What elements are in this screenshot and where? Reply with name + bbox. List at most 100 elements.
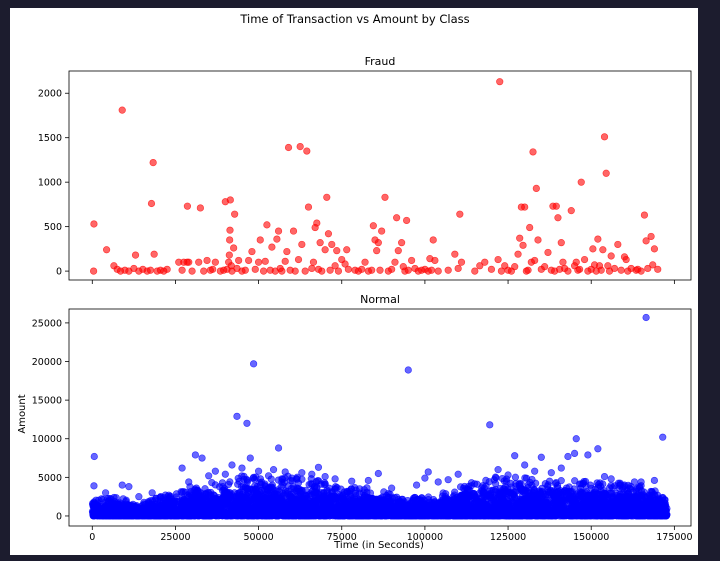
data-point — [479, 497, 487, 505]
y-tick-label: 500 — [44, 222, 62, 233]
data-point — [263, 221, 271, 229]
data-point — [274, 227, 283, 235]
data-point — [434, 267, 442, 275]
data-point — [200, 267, 208, 275]
data-point — [391, 258, 399, 266]
data-point — [398, 239, 406, 247]
data-point — [313, 219, 321, 227]
data-point — [529, 148, 537, 156]
data-point — [594, 235, 602, 243]
data-point — [374, 239, 382, 247]
scatter-points — [88, 313, 671, 520]
data-point — [178, 266, 186, 274]
data-point — [278, 267, 286, 275]
data-point — [231, 210, 239, 218]
data-point — [637, 267, 645, 275]
data-point — [337, 494, 345, 502]
data-point — [368, 266, 376, 274]
data-point — [378, 227, 386, 235]
data-point — [514, 250, 522, 258]
data-point — [291, 267, 299, 275]
data-point — [640, 211, 649, 219]
y-tick-label: 2000 — [38, 89, 62, 100]
data-point — [308, 264, 316, 273]
axes-frame — [68, 70, 692, 281]
data-point — [577, 178, 585, 186]
data-point — [251, 265, 259, 273]
data-point — [429, 236, 437, 244]
data-point — [451, 250, 459, 258]
data-point — [580, 255, 589, 264]
data-point — [324, 230, 333, 238]
data-point — [321, 246, 329, 254]
y-axis-label: Amount — [17, 394, 28, 433]
data-point — [642, 237, 650, 245]
data-point — [564, 267, 572, 275]
data-point — [188, 267, 196, 275]
data-point — [381, 193, 389, 201]
data-point — [457, 258, 466, 266]
data-point — [456, 210, 464, 218]
data-point — [146, 266, 155, 274]
data-point — [617, 266, 625, 274]
data-point — [131, 251, 140, 259]
data-point — [427, 266, 436, 274]
data-point — [225, 251, 233, 259]
scatter-points — [90, 78, 662, 275]
data-point — [404, 266, 412, 274]
data-point — [376, 266, 384, 274]
data-point — [296, 142, 304, 151]
data-point — [622, 255, 630, 264]
data-point — [328, 240, 336, 249]
data-point — [654, 265, 662, 273]
data-point — [163, 265, 171, 273]
data-point — [542, 499, 550, 507]
data-point — [344, 265, 353, 273]
data-point — [597, 266, 605, 274]
data-point — [552, 202, 560, 210]
data-point — [394, 247, 402, 255]
data-point — [638, 500, 646, 508]
data-point — [567, 207, 575, 215]
data-point — [341, 260, 349, 268]
x-axis-label: Time (in Seconds) — [333, 540, 424, 551]
data-point — [118, 106, 126, 114]
data-point — [326, 266, 334, 274]
data-point — [304, 203, 313, 211]
data-point — [471, 267, 479, 275]
data-point — [284, 143, 293, 152]
data-point — [309, 258, 318, 266]
data-point — [226, 196, 234, 204]
data-point — [607, 252, 615, 260]
data-point — [487, 265, 496, 273]
data-point — [524, 266, 532, 274]
data-point — [283, 247, 291, 256]
data-point — [226, 226, 234, 234]
data-point — [407, 256, 416, 265]
data-point — [331, 262, 339, 270]
data-point — [610, 264, 619, 273]
data-point — [373, 247, 381, 255]
scatter-figure: Time of Transaction vs Amount by Class A… — [17, 12, 693, 551]
subplot-title: Fraud — [365, 55, 396, 68]
data-point — [235, 256, 243, 265]
data-point — [511, 263, 519, 271]
data-point — [614, 240, 622, 249]
data-point — [316, 239, 324, 247]
data-point — [226, 236, 234, 244]
data-point — [444, 266, 452, 274]
data-point — [333, 247, 341, 255]
data-point — [301, 267, 309, 275]
data-point — [494, 255, 502, 264]
data-point — [554, 214, 562, 222]
data-point — [647, 232, 655, 241]
data-point — [358, 265, 366, 273]
data-point — [544, 248, 552, 257]
data-point — [334, 267, 343, 275]
data-point — [516, 234, 524, 242]
data-point — [185, 258, 193, 266]
data-point — [534, 236, 542, 244]
data-point — [203, 256, 211, 265]
